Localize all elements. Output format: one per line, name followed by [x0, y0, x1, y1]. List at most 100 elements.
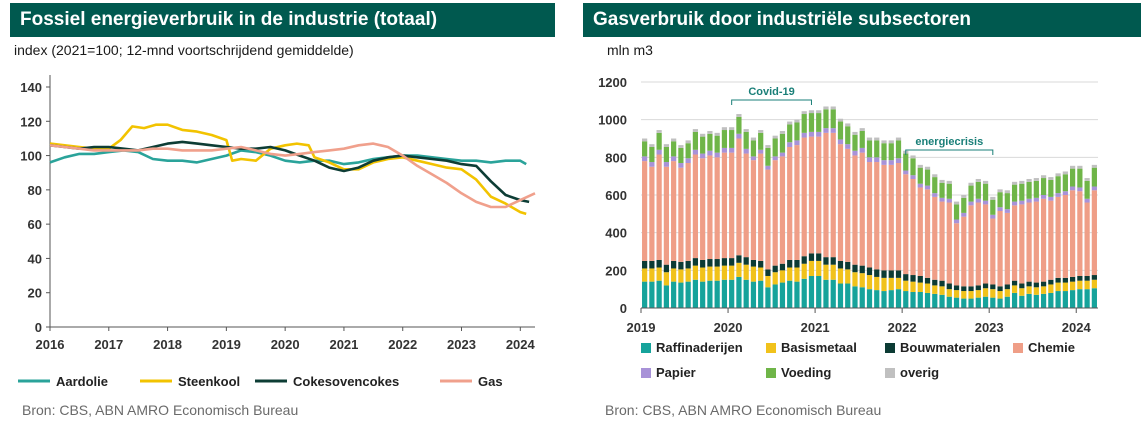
bar-segment-overig	[845, 123, 851, 127]
bar-segment-basismetaal	[692, 265, 699, 280]
bar-segment-chemie	[852, 155, 858, 265]
right-x-tick-label: 2020	[714, 320, 743, 335]
bar-segment-papier	[801, 132, 807, 138]
legend-label-cokesovencokes: Cokesovencokes	[293, 374, 399, 389]
bar-segment-raffinaderijen	[729, 279, 735, 308]
bar-segment-raffinaderijen	[765, 287, 771, 308]
bar-segment-voeding	[1026, 181, 1032, 199]
left-line-chart: 0 20 40 60 80 100 120 140 2016 2017 2018 2019 2020 20…	[18, 75, 536, 389]
right-y-tick-label: 1200	[598, 75, 627, 90]
bar-segment-raffinaderijen	[975, 297, 981, 308]
bar-segment-voeding	[1004, 193, 1010, 210]
bar-segment-papier	[1026, 198, 1032, 203]
bar-segment-chemie	[866, 162, 873, 268]
bar-segment-raffinaderijen	[816, 275, 822, 308]
bar-segment-voeding	[1019, 183, 1025, 201]
bar-segment-raffinaderijen	[823, 279, 829, 308]
bar-segment-raffinaderijen	[961, 298, 967, 308]
bar-segment-bouwmaterialen	[808, 253, 815, 261]
bar-segment-chemie	[663, 166, 669, 265]
left-x-tick-label: 2021	[329, 337, 358, 352]
bar-segment-raffinaderijen	[939, 294, 945, 308]
bar-segment-basismetaal	[997, 291, 1003, 299]
bar-segment-overig	[924, 166, 931, 170]
bar-segment-basismetaal	[678, 269, 684, 283]
bar-segment-overig	[982, 180, 989, 184]
bar-segment-basismetaal	[1048, 284, 1054, 293]
bar-segment-bouwmaterialen	[1048, 279, 1054, 285]
bar-segment-chemie	[685, 162, 691, 261]
bar-segment-papier	[714, 152, 720, 158]
bar-segment-chemie	[859, 152, 865, 266]
bar-segment-raffinaderijen	[1055, 291, 1061, 308]
bar-segment-raffinaderijen	[982, 296, 989, 308]
bar-segment-basismetaal	[903, 280, 909, 292]
left-chart-subtitle: index (2021=100; 12-mnd voortschrijdend …	[14, 42, 354, 58]
bar-segment-chemie	[1091, 190, 1097, 276]
bar-segment-basismetaal	[721, 265, 728, 280]
bar-segment-papier	[1040, 195, 1047, 199]
bar-segment-chemie	[758, 153, 764, 261]
bar-segment-raffinaderijen	[1091, 288, 1097, 308]
bar-segment-voeding	[939, 182, 945, 198]
bar-segment-chemie	[801, 137, 807, 257]
bar-segment-voeding	[1011, 184, 1018, 202]
legend-swatch-papier	[641, 368, 651, 378]
bar-segment-raffinaderijen	[953, 297, 960, 308]
bar-segment-basismetaal	[859, 273, 865, 288]
bar-segment-bouwmaterialen	[1040, 281, 1047, 287]
bar-segment-bouwmaterialen	[845, 261, 851, 270]
bar-segment-papier	[649, 162, 655, 167]
bar-segment-bouwmaterialen	[772, 265, 778, 273]
left-y-tick-label: 100	[20, 149, 42, 164]
bar-segment-papier	[779, 152, 786, 157]
right-y-tick-label: 200	[605, 263, 627, 278]
bar-segment-overig	[772, 135, 778, 139]
bar-segment-bouwmaterialen	[852, 264, 858, 273]
bar-segment-bouwmaterialen	[779, 263, 786, 271]
bar-segment-bouwmaterialen	[961, 286, 967, 292]
bar-segment-raffinaderijen	[1048, 292, 1054, 308]
bar-segment-papier	[1070, 186, 1076, 191]
bar-segment-raffinaderijen	[1026, 293, 1032, 309]
bar-segment-basismetaal	[845, 269, 851, 284]
bar-segment-raffinaderijen	[874, 290, 880, 308]
bar-segment-bouwmaterialen	[1019, 283, 1025, 289]
bar-segment-bouwmaterialen	[758, 260, 764, 268]
bar-segment-papier	[692, 149, 699, 155]
bar-segment-bouwmaterialen	[729, 258, 735, 266]
bar-segment-raffinaderijen	[649, 281, 655, 308]
bar-segment-voeding	[961, 197, 967, 213]
bar-segment-bouwmaterialen	[953, 285, 960, 291]
bar-segment-basismetaal	[750, 266, 757, 282]
bar-segment-bouwmaterialen	[1077, 275, 1083, 281]
bar-segment-chemie	[975, 202, 981, 286]
bar-segment-overig	[692, 129, 699, 132]
bar-segment-raffinaderijen	[859, 287, 865, 308]
bar-segment-overig	[787, 121, 793, 125]
left-y-tick-label: 80	[28, 183, 42, 198]
bar-segment-basismetaal	[946, 289, 952, 297]
right-chart-title: Gasverbruik door industriële subsectoren	[593, 9, 971, 30]
bar-segment-raffinaderijen	[946, 296, 952, 308]
bar-segment-overig	[946, 180, 952, 184]
right-chart-source: Bron: CBS, ABN AMRO Economisch Bureau	[605, 402, 882, 418]
annotation-bracket-covid-19	[731, 99, 812, 105]
bar-segment-chemie	[700, 158, 706, 260]
bar-segment-bouwmaterialen	[823, 257, 829, 265]
bar-segment-overig	[678, 145, 684, 148]
bar-segment-overig	[874, 137, 880, 141]
bar-segment-basismetaal	[663, 272, 669, 286]
bar-segment-bouwmaterialen	[794, 259, 800, 268]
bar-segment-voeding	[758, 132, 764, 150]
bar-segment-papier	[895, 158, 902, 163]
bar-segment-raffinaderijen	[1040, 293, 1047, 309]
bar-segment-overig	[736, 114, 742, 117]
bar-segment-overig	[881, 140, 887, 144]
bar-segment-papier	[743, 148, 749, 154]
bar-segment-raffinaderijen	[808, 275, 815, 308]
bar-segment-papier	[1011, 201, 1018, 206]
bar-segment-basismetaal	[700, 267, 706, 282]
left-y-tick-label: 20	[28, 286, 42, 301]
bar-segment-basismetaal	[874, 276, 880, 291]
